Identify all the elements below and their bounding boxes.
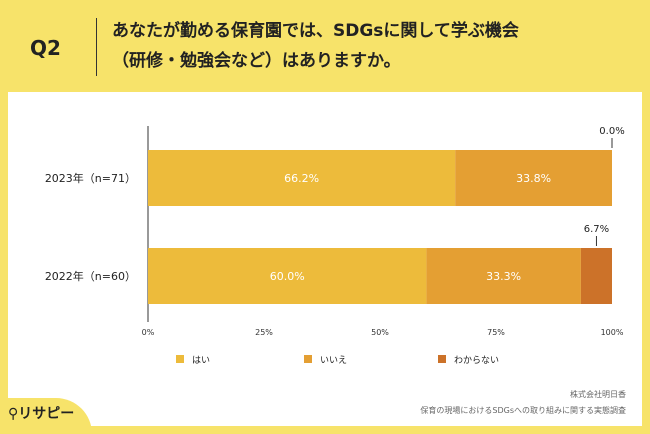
header: Q2 あなたが勤める保育園では、SDGsに関して学ぶ機会 （研修・勉強会など）は… xyxy=(0,0,650,90)
data-label: 6.7% xyxy=(584,224,609,235)
category-label: 2023年（n=71） xyxy=(45,171,136,185)
question-text: あなたが勤める保育園では、SDGsに関して学ぶ機会 （研修・勉強会など）はありま… xyxy=(112,16,632,76)
legend-swatch xyxy=(176,355,184,363)
legend-label: わからない xyxy=(454,355,499,366)
bar-segment xyxy=(148,248,427,304)
logo: ⚲リサピー xyxy=(8,403,74,423)
legend-swatch xyxy=(304,355,312,363)
data-label: 33.3% xyxy=(486,270,521,283)
stacked-bar-chart: 0% 25% 50% 75% 100% 2023年（n=71） 66.2% 33.8% 0.0%… xyxy=(45,126,625,366)
data-label: 60.0% xyxy=(270,270,305,283)
x-tick-label: 100% xyxy=(601,328,624,337)
data-label: 33.8% xyxy=(516,172,551,185)
source-survey: 保育の現場におけるSDGsへの取り組みに関する実態調査 xyxy=(420,406,626,415)
question-line-1: あなたが勤める保育園では、SDGsに関して学ぶ機会 xyxy=(112,21,519,41)
data-label: 0.0% xyxy=(599,126,624,137)
bar-segment xyxy=(148,150,456,206)
bar-segment xyxy=(580,248,612,304)
data-label: 66.2% xyxy=(284,172,319,185)
chart-panel: 0% 25% 50% 75% 100% 2023年（n=71） 66.2% 33.8% 0.0%… xyxy=(8,92,642,426)
legend-swatch xyxy=(438,355,446,363)
bar-segment xyxy=(426,248,581,304)
legend-label: いいえ xyxy=(320,355,347,366)
x-tick-label: 0% xyxy=(142,328,155,337)
x-tick-label: 75% xyxy=(487,328,505,337)
x-tick-label: 50% xyxy=(371,328,389,337)
bar-segment xyxy=(455,150,612,206)
source-company: 株式会社明日香 xyxy=(570,390,626,399)
category-label: 2022年（n=60） xyxy=(45,269,136,283)
question-line-2: （研修・勉強会など）はありますか。 xyxy=(112,51,401,71)
question-number: Q2 xyxy=(30,36,61,60)
logo-text: リサピー xyxy=(18,406,75,422)
logo-pin-icon: ⚲ xyxy=(8,406,19,422)
legend-label: はい xyxy=(192,355,210,366)
header-divider xyxy=(96,18,97,76)
logo-badge xyxy=(0,398,92,434)
x-tick-label: 25% xyxy=(255,328,273,337)
